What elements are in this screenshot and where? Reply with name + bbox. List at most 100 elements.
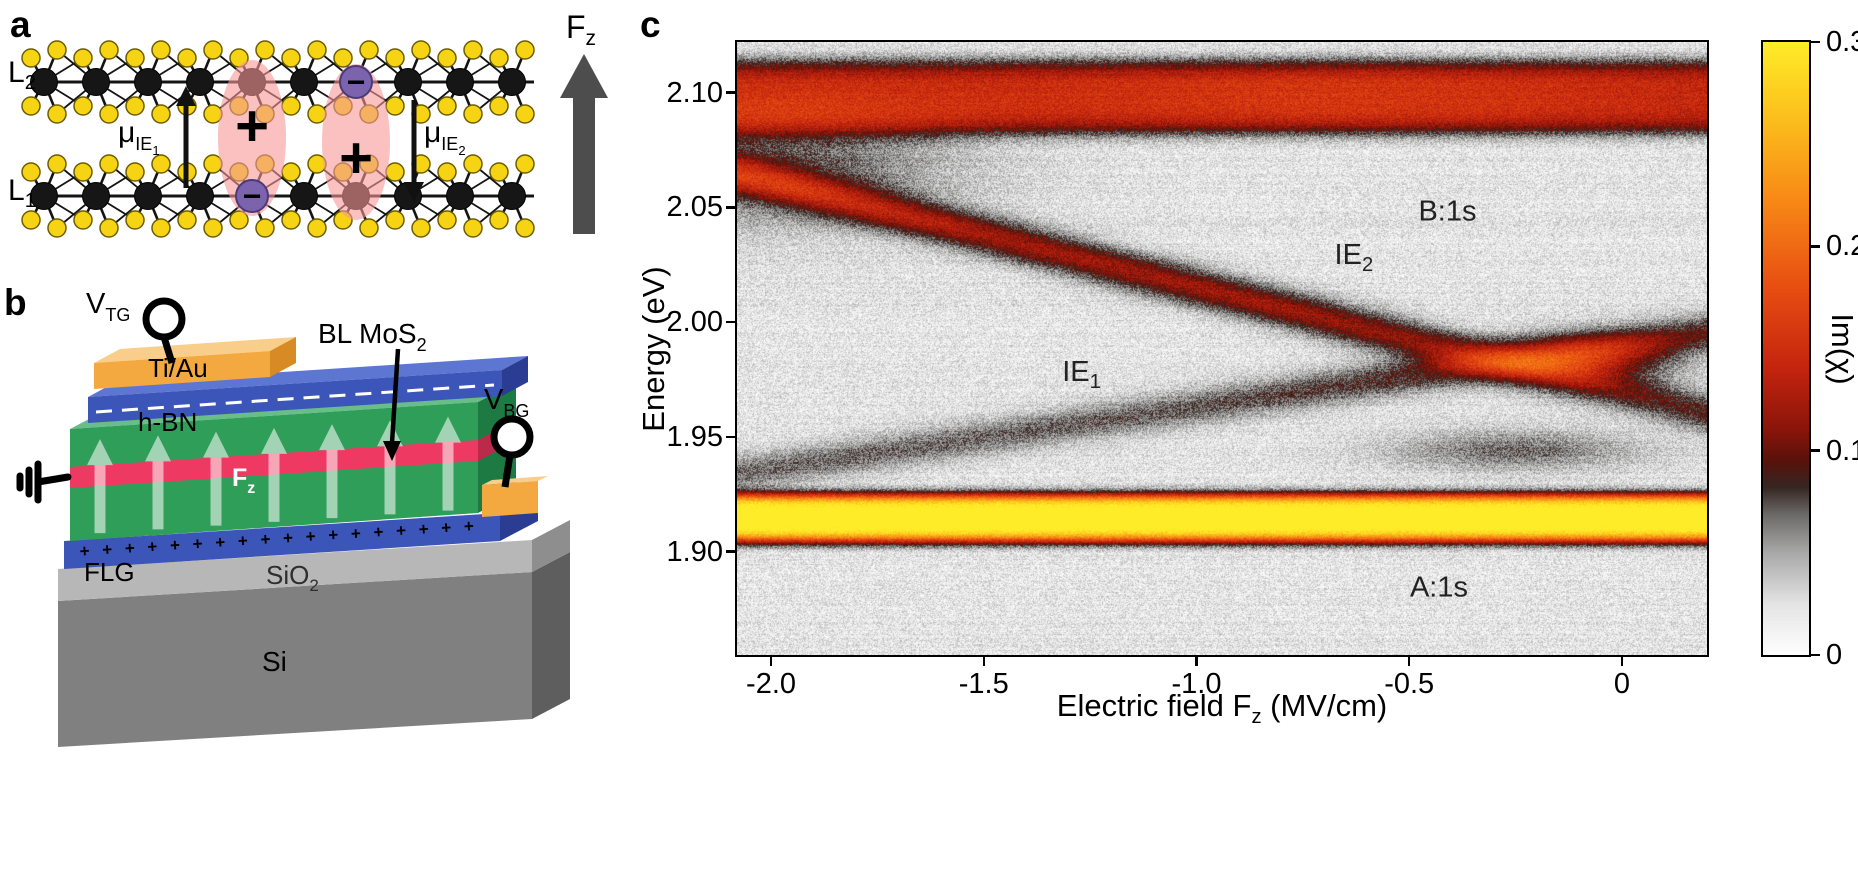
sulfur-atom xyxy=(516,155,534,173)
molybdenum-atom xyxy=(499,69,526,96)
si-block xyxy=(58,572,532,747)
si-block-side xyxy=(532,552,570,719)
sulfur-atom xyxy=(256,219,274,237)
x-tick-label: -2.0 xyxy=(746,667,796,701)
x-tick-label: -1.0 xyxy=(1171,667,1221,701)
y-tick-label: 1.95 xyxy=(643,420,723,454)
panel-a-crystal-structure: + + − − μIE1 μIE2 L2 L1 Fz xyxy=(0,0,630,279)
molybdenum-atom xyxy=(135,69,162,96)
sulfur-atom xyxy=(100,105,118,123)
y-tick-label: 2.00 xyxy=(643,305,723,339)
sulfur-atom xyxy=(22,49,40,67)
sulfur-atom xyxy=(282,97,300,115)
molybdenum-atom xyxy=(499,183,526,210)
colorbar-tick-mark xyxy=(1811,245,1820,248)
y-axis-label: Energy (eV) xyxy=(636,266,672,431)
vtg-terminal xyxy=(146,301,182,337)
x-tick-mark xyxy=(770,657,773,666)
colorbar-tick-label: 0.3 xyxy=(1826,25,1858,59)
y-tick-label: 2.10 xyxy=(643,76,723,110)
y-tick-label: 2.05 xyxy=(643,190,723,224)
plot-annotation-ie1: IE1 xyxy=(1062,356,1101,394)
sulfur-atom xyxy=(412,41,430,59)
sulfur-atom xyxy=(74,211,92,229)
sulfur-atom xyxy=(386,97,404,115)
molybdenum-atom xyxy=(395,69,422,96)
sulfur-atom xyxy=(74,49,92,67)
molybdenum-atom xyxy=(83,183,110,210)
sulfur-atom xyxy=(282,49,300,67)
sulfur-atom xyxy=(178,49,196,67)
colorbar-tick-mark xyxy=(1811,41,1820,44)
sulfur-atom xyxy=(490,49,508,67)
x-axis-label: Electric field Fz (MV/cm) xyxy=(1057,688,1387,729)
x-tick-label: 0 xyxy=(1614,667,1630,701)
sulfur-atom xyxy=(22,97,40,115)
electron-minus-sign-2: − xyxy=(347,64,366,100)
vbg-pad xyxy=(482,481,538,517)
vbg-terminal xyxy=(494,419,530,455)
fz-label-panel-a: Fz xyxy=(566,9,596,50)
sulfur-atom xyxy=(438,49,456,67)
molybdenum-atom xyxy=(291,69,318,96)
molybdenum-atom xyxy=(187,183,214,210)
sulfur-atom xyxy=(48,41,66,59)
y-tick-mark xyxy=(726,206,735,209)
sulfur-atom xyxy=(48,219,66,237)
field-arrow-fz xyxy=(560,54,608,234)
sulfur-atom xyxy=(126,211,144,229)
y-tick-mark xyxy=(726,436,735,439)
sulfur-atom xyxy=(308,41,326,59)
sulfur-atom xyxy=(126,163,144,181)
colorbar-tick-label: 0 xyxy=(1826,638,1842,672)
sulfur-atom xyxy=(48,105,66,123)
flg-label: FLG xyxy=(84,557,135,587)
colorbar-tick-label: 0.2 xyxy=(1826,229,1858,263)
y-tick-label: 1.90 xyxy=(643,535,723,569)
sulfur-atom xyxy=(152,219,170,237)
bl-mos2-label: BL MoS2 xyxy=(318,318,427,355)
sulfur-atom xyxy=(100,41,118,59)
sulfur-atom xyxy=(178,211,196,229)
x-tick-label: -0.5 xyxy=(1384,667,1434,701)
sulfur-atom xyxy=(48,155,66,173)
x-tick-label: -1.5 xyxy=(959,667,1009,701)
ground-symbol xyxy=(20,464,68,500)
colorbar-tick-label: 0.1 xyxy=(1826,434,1858,468)
molybdenum-atom xyxy=(135,183,162,210)
sulfur-atom xyxy=(360,219,378,237)
sulfur-atom xyxy=(386,211,404,229)
sulfur-atom xyxy=(22,163,40,181)
sulfur-atom xyxy=(464,155,482,173)
plot-annotation-ie2: IE2 xyxy=(1335,239,1374,277)
panel-c-heatmap-figure: Energy (eV) Electric field Fz (MV/cm) Im… xyxy=(630,0,1858,879)
sulfur-atom xyxy=(74,97,92,115)
x-tick-mark xyxy=(1195,657,1198,666)
colorbar-canvas xyxy=(1761,40,1811,657)
sulfur-atom xyxy=(412,219,430,237)
sulfur-atom xyxy=(282,163,300,181)
sulfur-atom xyxy=(464,41,482,59)
sulfur-atom xyxy=(386,163,404,181)
sulfur-atom xyxy=(282,211,300,229)
molybdenum-atom xyxy=(187,69,214,96)
hole-plus-sign-2: + xyxy=(339,126,373,191)
sulfur-atom xyxy=(152,41,170,59)
sulfur-atom xyxy=(126,97,144,115)
sulfur-atom xyxy=(438,163,456,181)
sulfur-atom xyxy=(516,105,534,123)
heatmap-canvas xyxy=(735,40,1709,657)
sulfur-atom xyxy=(126,49,144,67)
x-tick-mark xyxy=(1408,657,1411,666)
plot-annotation-a-1s: A:1s xyxy=(1410,572,1468,605)
sulfur-atom xyxy=(308,219,326,237)
sulfur-atom xyxy=(100,219,118,237)
x-tick-mark xyxy=(1621,657,1624,666)
molybdenum-atom xyxy=(83,69,110,96)
hbn-label: h-BN xyxy=(138,407,197,437)
y-tick-mark xyxy=(726,321,735,324)
molybdenum-atom xyxy=(447,183,474,210)
mu-ie2-label: μIE2 xyxy=(424,116,466,158)
colorbar-label: Im(χ) xyxy=(1824,313,1858,384)
y-tick-mark xyxy=(726,91,735,94)
